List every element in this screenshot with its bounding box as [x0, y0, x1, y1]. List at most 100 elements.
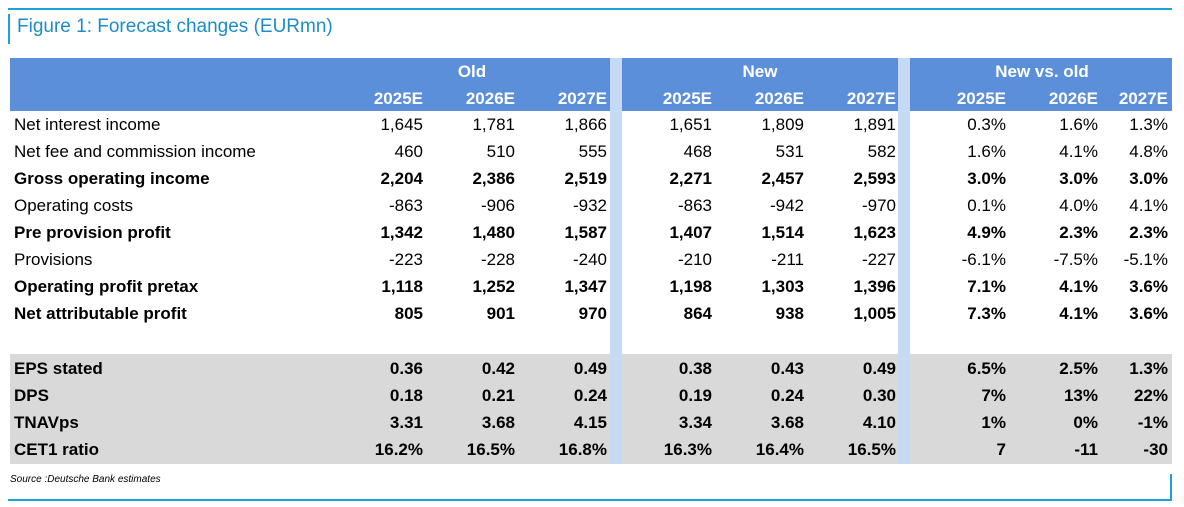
table-cell: 805 — [394, 304, 423, 323]
table-cell: 2.3% — [1059, 223, 1098, 242]
table-cell: 1,198 — [669, 277, 712, 296]
table-cell: 6.5% — [967, 359, 1006, 378]
table-cell: 1,587 — [564, 223, 607, 242]
top-rule — [8, 8, 1172, 10]
table-cell: -227 — [861, 250, 896, 269]
table-cell: 0.30 — [862, 386, 896, 405]
table-cell: 0.18 — [389, 386, 423, 405]
source-note: Source :Deutsche Bank estimates — [10, 474, 161, 485]
row-label: DPS — [14, 386, 49, 405]
table-cell: -228 — [480, 250, 515, 269]
group-header-2: New — [742, 62, 778, 81]
table-cell: 460 — [394, 142, 423, 161]
separator-new-diff — [898, 58, 910, 464]
table-cell: -240 — [572, 250, 607, 269]
table-cell: 1,347 — [564, 277, 607, 296]
table-cell: 2.5% — [1059, 359, 1098, 378]
table-cell: 7 — [996, 440, 1006, 459]
table-cell: 13% — [1063, 386, 1098, 405]
table-cell: 4.1% — [1059, 304, 1098, 323]
table-cell: 16.2% — [374, 440, 423, 459]
year-header: 2027E — [557, 89, 607, 108]
table-cell: -7.5% — [1053, 250, 1098, 269]
table-cell: 16.3% — [663, 440, 712, 459]
table-cell: 0.24 — [573, 386, 607, 405]
table-cell: 1,891 — [853, 115, 896, 134]
table-cell: -863 — [677, 196, 712, 215]
row-label: Operating costs — [14, 196, 134, 215]
table-cell: 1,005 — [853, 304, 896, 323]
table-cell: 864 — [683, 304, 712, 323]
row-label: TNAVps — [14, 413, 79, 432]
table-cell: 1,645 — [380, 115, 423, 134]
row-label: CET1 ratio — [14, 440, 100, 459]
table-cell: 2,593 — [853, 169, 896, 188]
table-cell: 1,866 — [564, 115, 607, 134]
row-label: EPS stated — [14, 359, 103, 378]
year-header: 2027E — [1118, 89, 1168, 108]
table-cell: 0% — [1073, 413, 1098, 432]
table-cell: 1,252 — [472, 277, 515, 296]
table-cell: 0.42 — [481, 359, 515, 378]
table-cell: 7% — [981, 386, 1006, 405]
table-cell: 2.3% — [1129, 223, 1168, 242]
header-band-2 — [622, 58, 898, 111]
year-header: 2025E — [373, 89, 423, 108]
table-cell: -210 — [677, 250, 712, 269]
table-cell: -1% — [1137, 413, 1168, 432]
table-cell: 16.5% — [847, 440, 896, 459]
table-cell: 3.0% — [1059, 169, 1098, 188]
table-cell: 0.3% — [967, 115, 1006, 134]
table-cell: 1,480 — [472, 223, 515, 242]
table-cell: 1,651 — [669, 115, 712, 134]
row-label: Pre provision profit — [14, 223, 171, 242]
table-cell: -30 — [1143, 440, 1168, 459]
table-cell: 3.6% — [1129, 277, 1168, 296]
table-cell: 1,809 — [761, 115, 804, 134]
table-cell: -5.1% — [1123, 250, 1168, 269]
year-header: 2027E — [846, 89, 896, 108]
year-header: 2025E — [662, 89, 712, 108]
year-header: 2026E — [465, 89, 515, 108]
table-cell: 582 — [867, 142, 896, 161]
table-cell: 1.6% — [1059, 115, 1098, 134]
table-cell: 0.24 — [770, 386, 804, 405]
per-share-band-1 — [10, 354, 610, 464]
table-cell: 2,457 — [761, 169, 804, 188]
table-cell: -6.1% — [961, 250, 1006, 269]
group-header-3: New vs. old — [995, 62, 1089, 81]
header-band-3 — [910, 58, 1172, 111]
table-cell: 7.3% — [967, 304, 1006, 323]
table-cell: 16.8% — [558, 440, 607, 459]
table-cell: -211 — [771, 250, 804, 269]
table-cell: 1,342 — [380, 223, 423, 242]
table-cell: 4.1% — [1129, 196, 1168, 215]
per-share-band-2 — [622, 354, 898, 464]
table-cell: 1.6% — [967, 142, 1006, 161]
table-cell: 1.3% — [1129, 359, 1168, 378]
table-cell: 0.1% — [967, 196, 1006, 215]
header-band-1 — [10, 58, 610, 111]
table-cell: 4.15 — [573, 413, 607, 432]
table-cell: 4.1% — [1059, 277, 1098, 296]
table-cell: 1,118 — [381, 277, 423, 296]
table-cell: 1,781 — [472, 115, 515, 134]
separator-old-new — [610, 58, 622, 464]
row-label: Net fee and commission income — [14, 142, 256, 161]
table-cell: 22% — [1133, 386, 1168, 405]
row-label: Gross operating income — [14, 169, 210, 188]
table-cell: -970 — [861, 196, 896, 215]
table-cell: 4.9% — [967, 223, 1006, 242]
row-label: Net attributable profit — [14, 304, 187, 323]
table-cell: 0.49 — [862, 359, 896, 378]
table-cell: 1% — [981, 413, 1006, 432]
table-cell: 1.3% — [1129, 115, 1168, 134]
bottom-rule — [8, 499, 1172, 501]
forecast-table: Old New New vs. old 2025E 2026E 2027E 2025E 202… — [10, 58, 1172, 464]
table-cell: -863 — [388, 196, 423, 215]
table-cell: 2,204 — [380, 169, 423, 188]
table-cell: 3.68 — [770, 413, 804, 432]
table-cell: 0.21 — [481, 386, 515, 405]
table-cell: 3.0% — [1129, 169, 1168, 188]
table-cell: 0.19 — [678, 386, 712, 405]
